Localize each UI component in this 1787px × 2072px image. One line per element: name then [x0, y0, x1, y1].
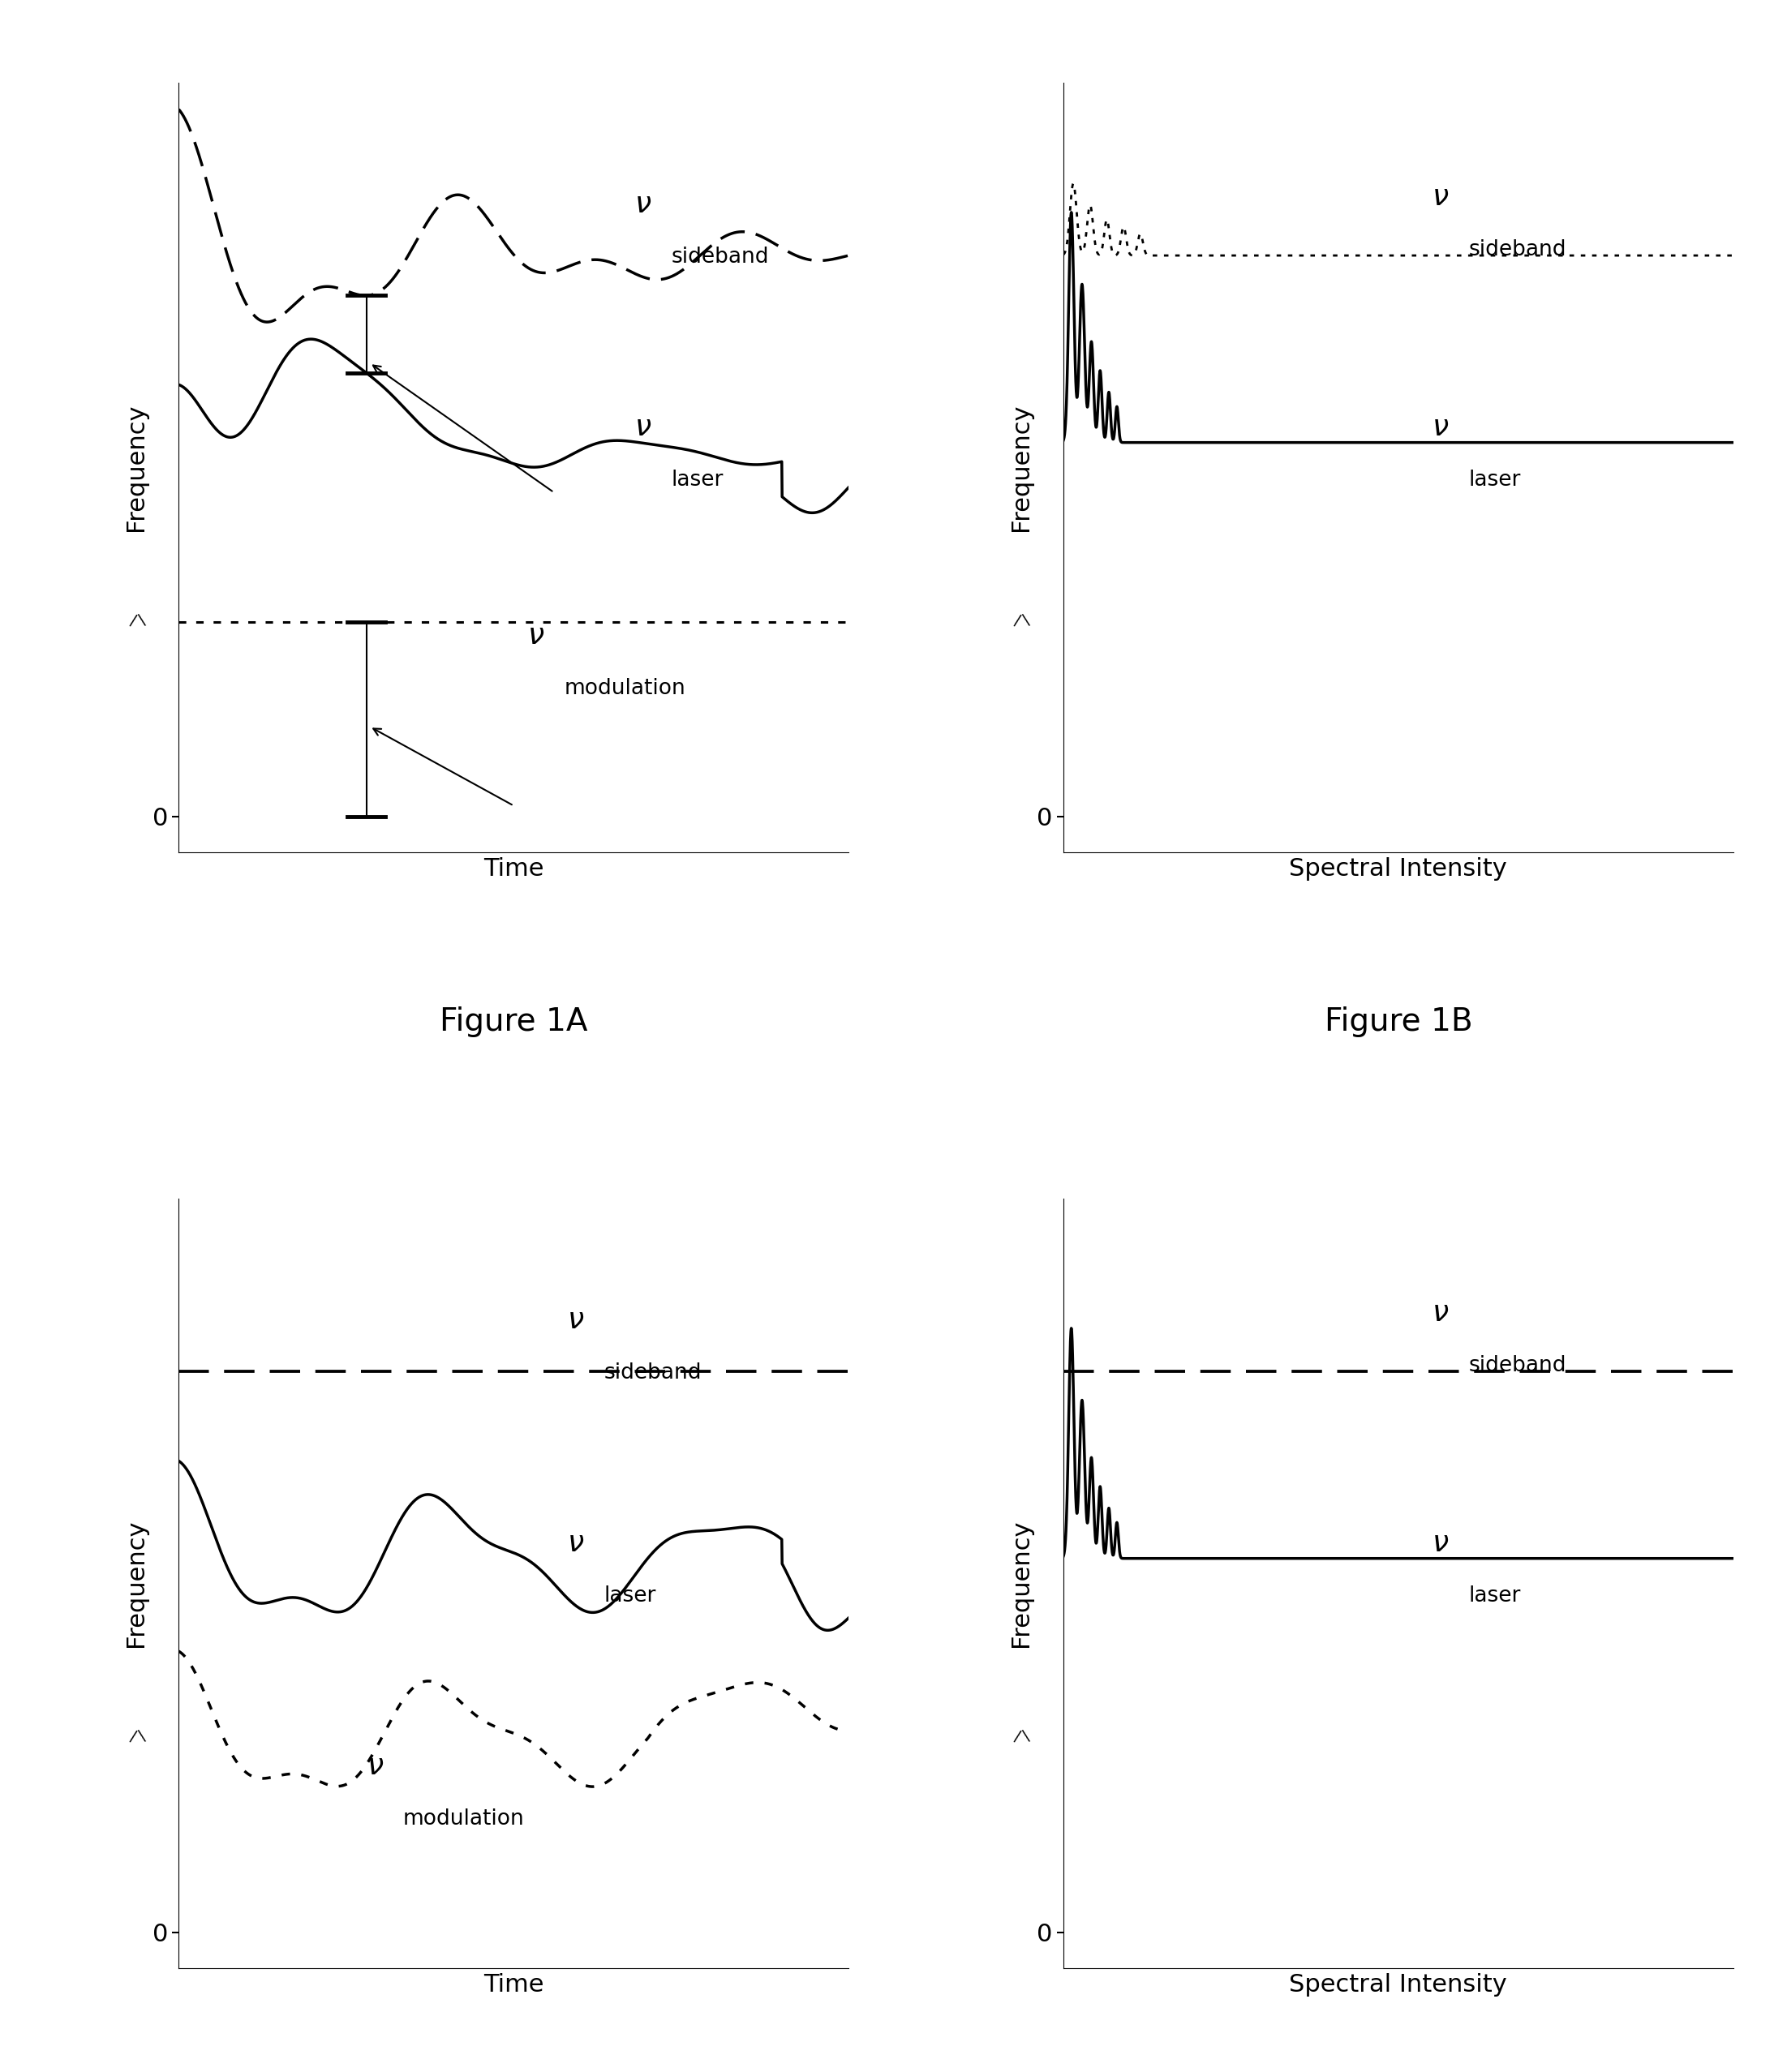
Text: $\nu$: $\nu$ [1431, 1529, 1449, 1556]
Text: modulation: modulation [404, 1809, 525, 1830]
Y-axis label: Frequency: Frequency [125, 1519, 148, 1647]
Y-axis label: Frequency: Frequency [1010, 404, 1033, 533]
Text: /: / [1013, 1728, 1022, 1745]
Text: $\nu$: $\nu$ [634, 414, 652, 441]
X-axis label: Time: Time [484, 858, 543, 881]
Text: \: \ [138, 613, 147, 628]
Text: sideband: sideband [1469, 238, 1567, 261]
Y-axis label: Frequency: Frequency [125, 404, 148, 533]
Text: laser: laser [672, 470, 724, 491]
Text: $\nu$: $\nu$ [568, 1305, 584, 1334]
Text: $\nu$: $\nu$ [1431, 414, 1449, 441]
Y-axis label: Frequency: Frequency [1010, 1519, 1033, 1647]
Text: sideband: sideband [1469, 1355, 1567, 1376]
Text: /: / [129, 613, 138, 628]
Text: \: \ [1022, 1728, 1031, 1745]
Text: laser: laser [1469, 470, 1521, 491]
Text: $\nu$: $\nu$ [634, 191, 652, 218]
Text: $\nu$: $\nu$ [366, 1753, 384, 1780]
Text: sideband: sideband [672, 247, 768, 267]
Text: Figure 1B: Figure 1B [1324, 1007, 1472, 1038]
Text: Figure 1A: Figure 1A [440, 1007, 588, 1038]
Text: $\nu$: $\nu$ [527, 622, 545, 651]
X-axis label: Spectral Intensity: Spectral Intensity [1290, 1973, 1506, 1997]
Text: \: \ [138, 1728, 147, 1745]
Text: $\nu$: $\nu$ [1431, 182, 1449, 211]
X-axis label: Spectral Intensity: Spectral Intensity [1290, 858, 1506, 881]
Text: laser: laser [604, 1585, 656, 1606]
Text: laser: laser [1469, 1585, 1521, 1606]
Text: $\nu$: $\nu$ [1431, 1299, 1449, 1326]
Text: /: / [1013, 613, 1022, 628]
Text: sideband: sideband [604, 1363, 702, 1384]
X-axis label: Time: Time [484, 1973, 543, 1997]
Text: modulation: modulation [565, 678, 686, 698]
Text: $\nu$: $\nu$ [568, 1529, 584, 1556]
Text: \: \ [1022, 613, 1031, 628]
Text: /: / [129, 1728, 138, 1745]
